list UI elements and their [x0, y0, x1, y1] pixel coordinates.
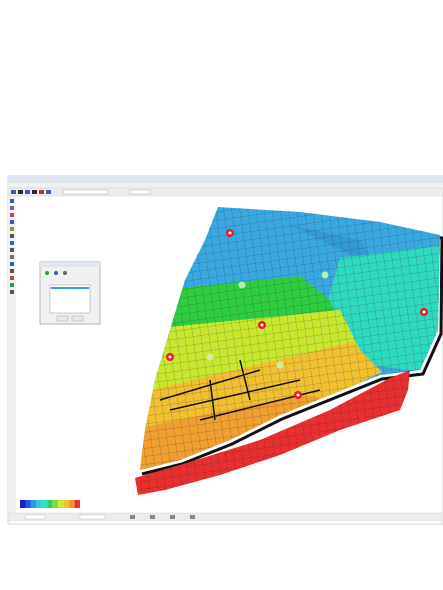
colorbar-swatch: [25, 500, 31, 508]
ok-button[interactable]: [56, 315, 69, 322]
side-tool-icons[interactable]: [10, 199, 14, 294]
toolbar: [7, 187, 443, 197]
cancel-button[interactable]: [71, 315, 84, 322]
colorbar-swatch: [58, 500, 64, 508]
region-list[interactable]: [49, 284, 91, 314]
colorbar-swatch: [63, 500, 70, 508]
menu-bar: [8, 183, 443, 188]
colorbar-swatch: [74, 500, 80, 508]
title-bar: [8, 176, 443, 183]
colorbar-swatch: [30, 500, 37, 508]
status-bar: [7, 512, 443, 522]
colorbar-swatch: [47, 500, 53, 508]
status-controls[interactable]: [24, 514, 195, 520]
colorbar-swatch: [52, 500, 59, 508]
play-button[interactable]: [45, 271, 49, 275]
colorbar-swatch: [69, 500, 75, 508]
add-button[interactable]: [54, 271, 58, 275]
remove-button[interactable]: [63, 271, 67, 275]
toolbar-buttons[interactable]: [11, 189, 151, 195]
side-toolbar: [8, 196, 16, 513]
colorbar-swatch: [36, 500, 42, 508]
region-dialog: [39, 261, 101, 325]
colorbar: [20, 500, 80, 508]
colorbar-swatch: [41, 500, 48, 508]
wells[interactable]: [166, 229, 428, 399]
colorbar-swatch: [20, 500, 26, 508]
